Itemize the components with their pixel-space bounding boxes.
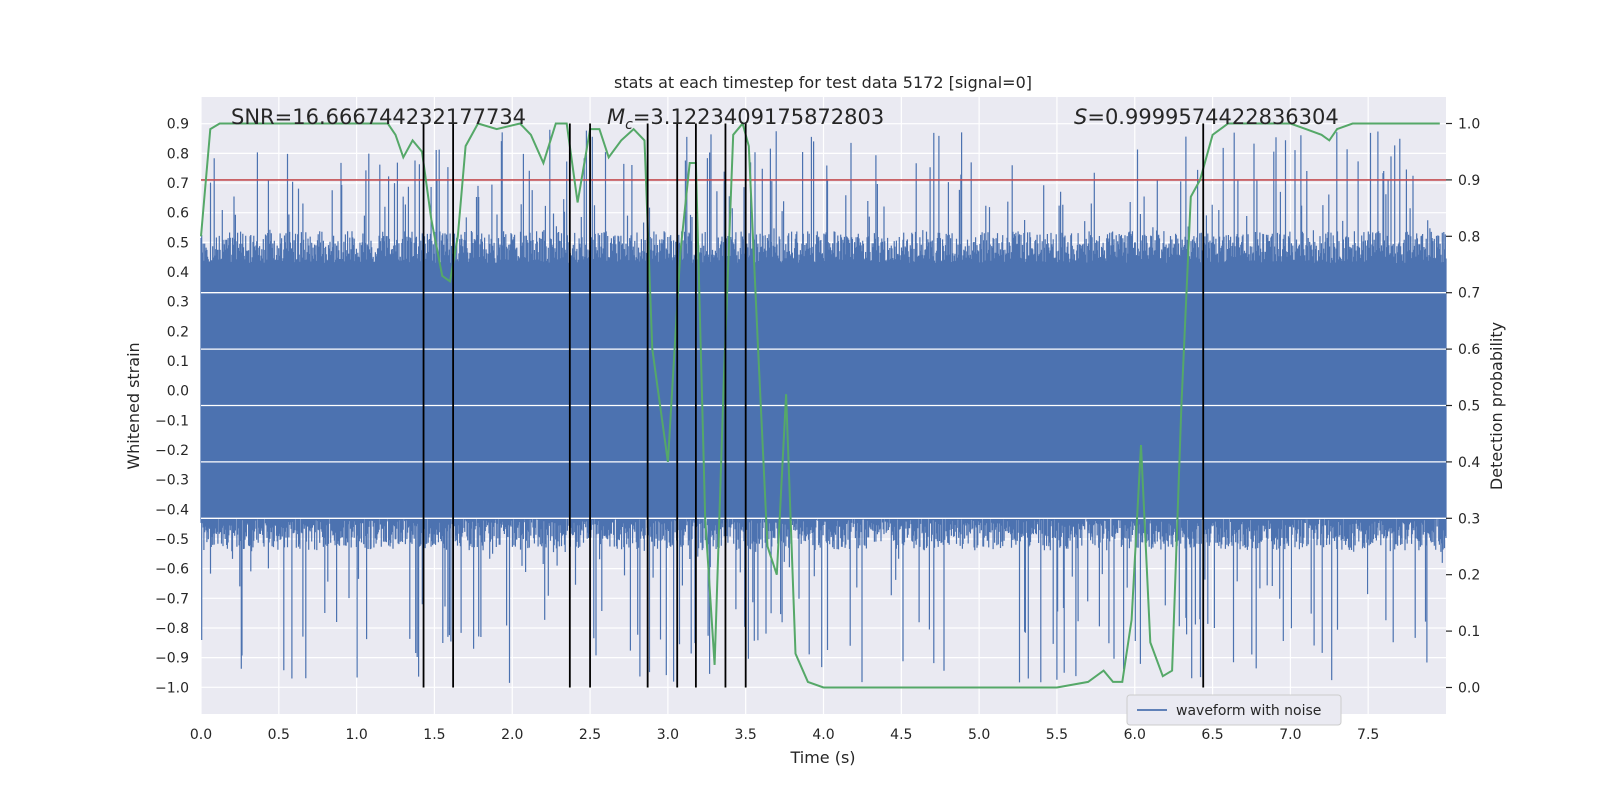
significance-value: =0.9999574422836304 (1087, 105, 1338, 129)
legend-label-waveform: waveform with noise (1176, 703, 1321, 719)
y-right-tick-label: 0.7 (1458, 286, 1480, 302)
chirp-mass-symbol: M (607, 105, 625, 129)
y-tick-label: 0.4 (167, 265, 189, 281)
x-axis-title: Time (s) (789, 748, 855, 767)
y-right-tick-label: 0.4 (1458, 455, 1480, 471)
x-tick-label: 7.5 (1357, 727, 1379, 743)
y-tick-label: 0.0 (167, 384, 189, 400)
y-tick-label: −1.0 (155, 680, 189, 696)
legend-box (1126, 694, 1342, 726)
significance-annotation: S=0.9999574422836304 (1074, 105, 1339, 129)
y-right-tick-label: 0.2 (1458, 568, 1480, 584)
waveform-series (200, 129, 1447, 683)
x-tick-label: 1.0 (345, 727, 367, 743)
y-right-tick-label: 0.0 (1458, 680, 1480, 696)
probability-line (200, 121, 1440, 689)
chart-title: stats at each timestep for test data 517… (614, 73, 1032, 92)
x-tick-label: 0.5 (268, 727, 290, 743)
x-tick-label: 4.5 (890, 727, 912, 743)
x-tick-label: 3.0 (657, 727, 679, 743)
significance-symbol: S (1074, 105, 1087, 129)
y-tick-label: 0.6 (167, 206, 189, 222)
x-tick-label: 7.0 (1279, 727, 1301, 743)
y-tick-label: −0.6 (155, 562, 189, 578)
x-tick-label: 1.5 (423, 727, 445, 743)
y-right-tick-label: 1.0 (1458, 117, 1480, 133)
y-tick-label: −0.9 (155, 651, 189, 667)
x-tick-label: 2.5 (579, 727, 601, 743)
x-tick-label: 5.5 (1046, 727, 1068, 743)
y-tick-label: −0.2 (155, 443, 189, 459)
event-lines (422, 123, 1205, 688)
y-right-axis-title: Detection probability (1487, 322, 1506, 490)
chirp-mass-value: =3.1223409175872803 (633, 105, 884, 129)
x-tick-label: 6.5 (1201, 727, 1223, 743)
y-tick-label: −0.8 (155, 621, 189, 637)
x-tick-label: 6.0 (1124, 727, 1146, 743)
y-tick-label: −0.3 (155, 473, 189, 489)
snr-annotation: SNR=16.666744232177734 (231, 105, 526, 129)
ytick-stripes (201, 292, 1446, 519)
waveform-core-band (201, 263, 1446, 519)
probability-series (200, 121, 1446, 689)
y-tick-label: −0.4 (155, 502, 189, 518)
y-tick-label: 0.1 (167, 354, 189, 370)
chirp-mass-annotation: Mc=3.1223409175872803 (607, 105, 884, 133)
y-tick-label: −0.5 (155, 532, 189, 548)
x-tick-label: 0.0 (190, 727, 212, 743)
x-tick-label: 5.0 (968, 727, 990, 743)
x-tick-label: 3.5 (735, 727, 757, 743)
y-tick-label: −0.1 (155, 413, 189, 429)
y-tick-label: 0.2 (167, 324, 189, 340)
x-tick-label: 4.0 (812, 727, 834, 743)
y-tick-label: 0.9 (167, 117, 189, 133)
y-tick-label: 0.3 (167, 295, 189, 311)
x-tick-label: 2.0 (501, 727, 523, 743)
legend: waveform with noise (1126, 694, 1342, 726)
chirp-mass-subscript: c (625, 117, 633, 133)
y-axis-title: Whitened strain (124, 342, 143, 469)
y-tick-label: 0.7 (167, 176, 189, 192)
y-tick-label: 0.5 (167, 235, 189, 251)
y-right-tick-label: 0.5 (1458, 399, 1480, 415)
y-tick-label: 0.8 (167, 146, 189, 162)
y-tick-label: −0.7 (155, 591, 189, 607)
y-right-tick-label: 0.9 (1458, 173, 1480, 189)
tick-labels: 0.0 0.5 1.0 1.5 2.0 2.5 3.0 3.5 4.0 4.5 5.0 5.5 6.0 6… (155, 117, 1480, 743)
y-right-tick-label: 0.6 (1458, 342, 1480, 358)
y-right-tick-label: 0.8 (1458, 229, 1480, 245)
y-right-tick-label: 0.1 (1458, 624, 1480, 640)
y-right-tick-label: 0.3 (1458, 511, 1480, 527)
